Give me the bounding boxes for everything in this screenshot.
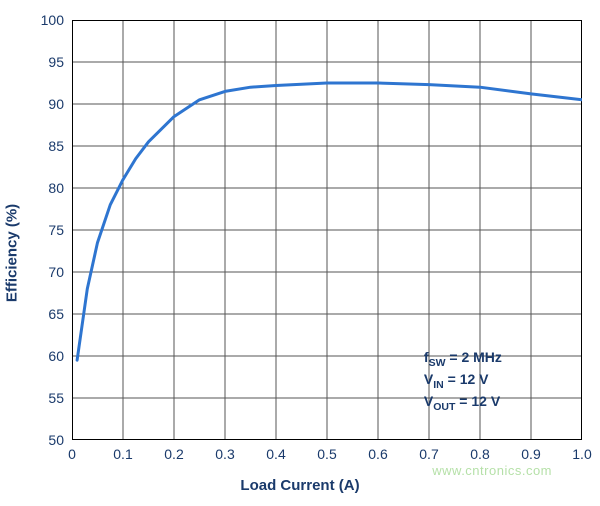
y-tick-label: 60 bbox=[48, 348, 72, 364]
y-tick-label: 95 bbox=[48, 54, 72, 70]
x-tick-label: 1.0 bbox=[572, 440, 591, 462]
y-tick-label: 75 bbox=[48, 222, 72, 238]
y-tick-label: 65 bbox=[48, 306, 72, 322]
y-tick-label: 80 bbox=[48, 180, 72, 196]
chart-legend: fSW = 2 MHzVIN = 12 VVOUT = 12 V bbox=[424, 348, 502, 414]
x-axis-label: Load Current (A) bbox=[0, 477, 600, 494]
y-tick-label: 70 bbox=[48, 264, 72, 280]
plot-area: fSW = 2 MHzVIN = 12 VVOUT = 12 V 00.10.2… bbox=[72, 20, 582, 440]
x-tick-label: 0.4 bbox=[266, 440, 285, 462]
y-tick-label: 100 bbox=[41, 12, 72, 28]
legend-line: fSW = 2 MHz bbox=[424, 348, 502, 370]
chart-svg bbox=[72, 20, 582, 440]
legend-line: VIN = 12 V bbox=[424, 370, 502, 392]
x-tick-label: 0.2 bbox=[164, 440, 183, 462]
watermark: www.cntronics.com bbox=[432, 463, 552, 478]
y-axis-label: Efficiency (%) bbox=[4, 204, 21, 302]
x-tick-label: 0.1 bbox=[113, 440, 132, 462]
x-tick-label: 0.3 bbox=[215, 440, 234, 462]
y-tick-label: 90 bbox=[48, 96, 72, 112]
x-tick-label: 0.7 bbox=[419, 440, 438, 462]
efficiency-chart: Efficiency (%) Load Current (A) fSW = 2 … bbox=[0, 0, 600, 506]
x-tick-label: 0.5 bbox=[317, 440, 336, 462]
y-tick-label: 85 bbox=[48, 138, 72, 154]
x-tick-label: 0.9 bbox=[521, 440, 540, 462]
y-tick-label: 50 bbox=[48, 432, 72, 448]
y-tick-label: 55 bbox=[48, 390, 72, 406]
x-tick-label: 0.8 bbox=[470, 440, 489, 462]
x-tick-label: 0.6 bbox=[368, 440, 387, 462]
legend-line: VOUT = 12 V bbox=[424, 392, 502, 414]
